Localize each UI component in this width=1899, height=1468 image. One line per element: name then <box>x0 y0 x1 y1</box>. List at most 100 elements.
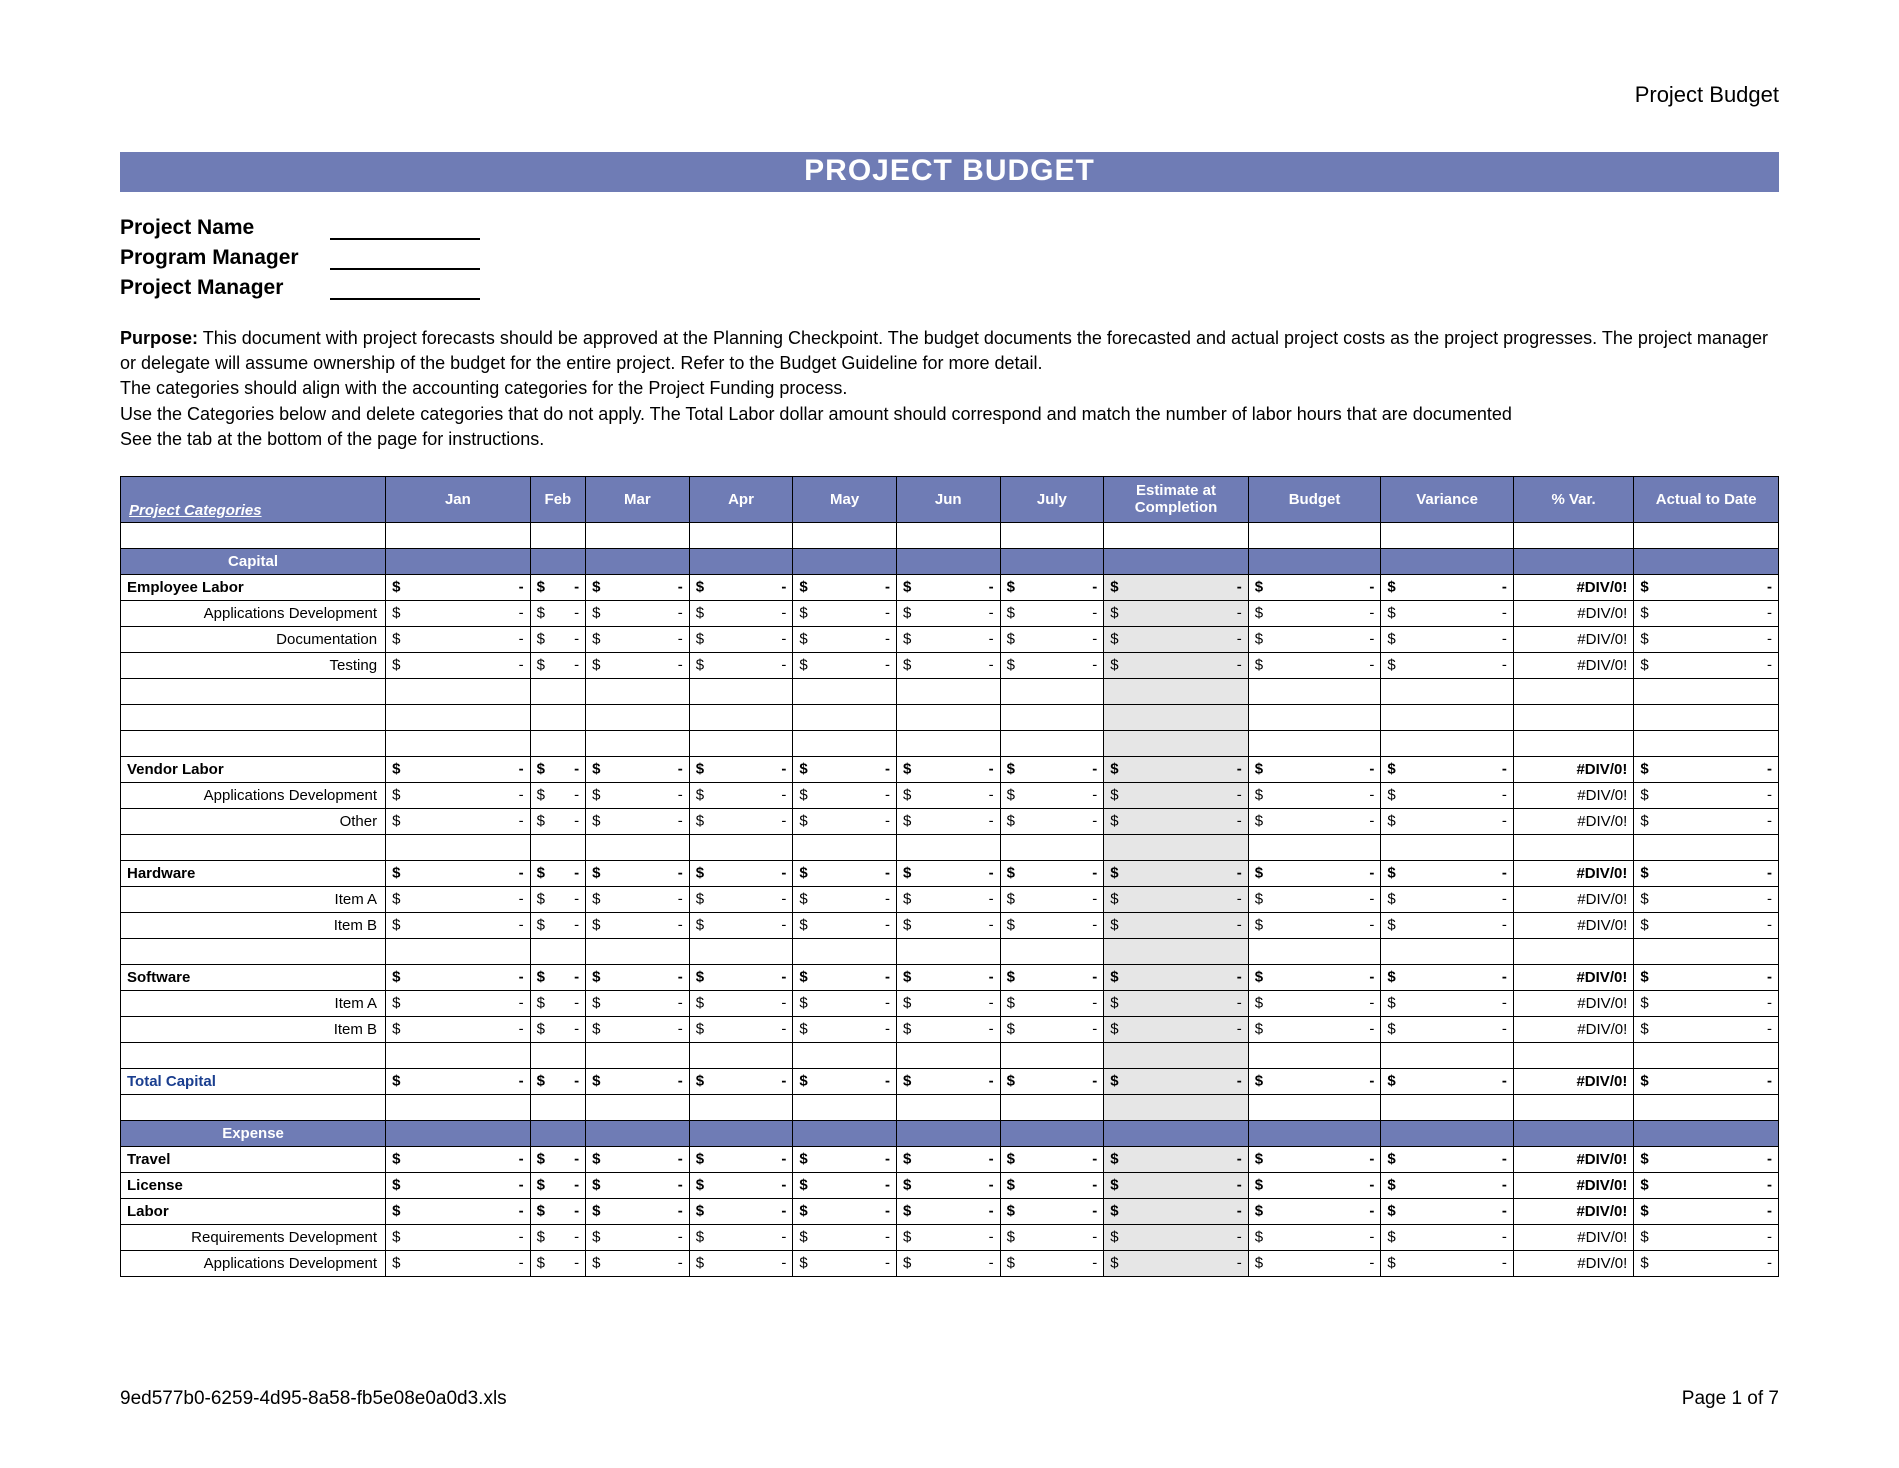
cell-jul[interactable] <box>1000 1042 1104 1068</box>
cell-jun[interactable]: $- <box>896 782 1000 808</box>
cell-apr[interactable] <box>689 834 793 860</box>
cell-apr[interactable]: $- <box>689 1198 793 1224</box>
cell-jan[interactable]: $- <box>386 1224 531 1250</box>
cell-jul[interactable] <box>1000 704 1104 730</box>
cell-var[interactable]: $- <box>1381 860 1514 886</box>
cell-est[interactable]: $- <box>1104 808 1249 834</box>
cell-mar[interactable]: $- <box>586 964 690 990</box>
cell-est[interactable]: $- <box>1104 990 1249 1016</box>
cell-est[interactable]: $- <box>1104 912 1249 938</box>
cell-jan[interactable]: $- <box>386 1068 531 1094</box>
cell-var[interactable]: $- <box>1381 808 1514 834</box>
cell-bud[interactable]: $- <box>1248 756 1381 782</box>
cell-apr[interactable]: $- <box>689 652 793 678</box>
cell-jan[interactable]: $- <box>386 756 531 782</box>
cell-var[interactable]: $- <box>1381 574 1514 600</box>
cell-jul[interactable]: $- <box>1000 652 1104 678</box>
cell-act[interactable] <box>1634 938 1779 964</box>
cell-jun[interactable]: $- <box>896 652 1000 678</box>
cell-jan[interactable]: $- <box>386 782 531 808</box>
cell-may[interactable]: $- <box>793 860 897 886</box>
cell-est[interactable] <box>1104 834 1249 860</box>
cell-may[interactable]: $- <box>793 1198 897 1224</box>
cell-cat[interactable] <box>121 704 386 730</box>
cell-act[interactable] <box>1634 704 1779 730</box>
cell-mar[interactable]: $- <box>586 756 690 782</box>
cell-jan[interactable]: $- <box>386 1198 531 1224</box>
cell-pct[interactable]: #DIV/0! <box>1513 756 1633 782</box>
cell-est[interactable]: $- <box>1104 964 1249 990</box>
cell-act[interactable]: $- <box>1634 1198 1779 1224</box>
cell-act[interactable]: $- <box>1634 886 1779 912</box>
cell-cat[interactable] <box>121 678 386 704</box>
cell-may[interactable]: $- <box>793 964 897 990</box>
cell-cat[interactable] <box>121 730 386 756</box>
cell-may[interactable]: $- <box>793 574 897 600</box>
cell-bud[interactable]: $- <box>1248 574 1381 600</box>
cell-jun[interactable]: $- <box>896 964 1000 990</box>
cell-act[interactable] <box>1634 1042 1779 1068</box>
cell-jan[interactable]: $- <box>386 1146 531 1172</box>
cell-may[interactable]: $- <box>793 756 897 782</box>
cell-mar[interactable] <box>586 938 690 964</box>
cell-mar[interactable]: $- <box>586 626 690 652</box>
cell-act[interactable]: $- <box>1634 600 1779 626</box>
cell-act[interactable]: $- <box>1634 782 1779 808</box>
cell-est[interactable]: $- <box>1104 574 1249 600</box>
cell-pct[interactable]: #DIV/0! <box>1513 1198 1633 1224</box>
cell-jan[interactable]: $- <box>386 1172 531 1198</box>
cell-est[interactable]: $- <box>1104 860 1249 886</box>
cell-var[interactable]: $- <box>1381 1250 1514 1276</box>
cell-act[interactable] <box>1634 834 1779 860</box>
cell-feb[interactable]: $- <box>530 1250 585 1276</box>
cell-pct[interactable]: #DIV/0! <box>1513 886 1633 912</box>
cell-pct[interactable] <box>1513 704 1633 730</box>
cell-feb[interactable]: $- <box>530 964 585 990</box>
cell-bud[interactable] <box>1248 1042 1381 1068</box>
cell-jul[interactable]: $- <box>1000 782 1104 808</box>
cell-cat[interactable] <box>121 834 386 860</box>
cell-pct[interactable]: #DIV/0! <box>1513 1224 1633 1250</box>
cell-jul[interactable]: $- <box>1000 1172 1104 1198</box>
cell-may[interactable] <box>793 730 897 756</box>
cell-feb[interactable]: $- <box>530 756 585 782</box>
cell-pct[interactable] <box>1513 1042 1633 1068</box>
cell-est[interactable]: $- <box>1104 652 1249 678</box>
cell-bud[interactable]: $- <box>1248 1250 1381 1276</box>
cell-act[interactable]: $- <box>1634 1068 1779 1094</box>
cell-pct[interactable]: #DIV/0! <box>1513 600 1633 626</box>
cell-mar[interactable]: $- <box>586 1224 690 1250</box>
cell-feb[interactable]: $- <box>530 574 585 600</box>
cell-pct[interactable]: #DIV/0! <box>1513 964 1633 990</box>
cell-jun[interactable] <box>896 678 1000 704</box>
cell-bud[interactable] <box>1248 1094 1381 1120</box>
cell-pct[interactable]: #DIV/0! <box>1513 860 1633 886</box>
cell-may[interactable]: $- <box>793 1224 897 1250</box>
cell-jul[interactable]: $- <box>1000 1068 1104 1094</box>
cell-jul[interactable]: $- <box>1000 600 1104 626</box>
cell-jun[interactable] <box>896 834 1000 860</box>
cell-bud[interactable]: $- <box>1248 808 1381 834</box>
cell-bud[interactable]: $- <box>1248 626 1381 652</box>
cell-jun[interactable]: $- <box>896 1146 1000 1172</box>
cell-jan[interactable]: $- <box>386 626 531 652</box>
cell-feb[interactable]: $- <box>530 600 585 626</box>
cell-bud[interactable]: $- <box>1248 652 1381 678</box>
cell-feb[interactable]: $- <box>530 1198 585 1224</box>
cell-jun[interactable]: $- <box>896 1068 1000 1094</box>
cell-act[interactable] <box>1634 1094 1779 1120</box>
cell-jun[interactable]: $- <box>896 1250 1000 1276</box>
cell-act[interactable]: $- <box>1634 860 1779 886</box>
cell-pct[interactable]: #DIV/0! <box>1513 574 1633 600</box>
cell-may[interactable]: $- <box>793 1172 897 1198</box>
cell-pct[interactable] <box>1513 678 1633 704</box>
cell-var[interactable] <box>1381 1094 1514 1120</box>
cell-mar[interactable]: $- <box>586 886 690 912</box>
cell-mar[interactable] <box>586 1094 690 1120</box>
cell-act[interactable]: $- <box>1634 912 1779 938</box>
cell-mar[interactable]: $- <box>586 1198 690 1224</box>
cell-mar[interactable] <box>586 678 690 704</box>
cell-jun[interactable] <box>896 704 1000 730</box>
cell-apr[interactable]: $- <box>689 990 793 1016</box>
cell-est[interactable]: $- <box>1104 1016 1249 1042</box>
